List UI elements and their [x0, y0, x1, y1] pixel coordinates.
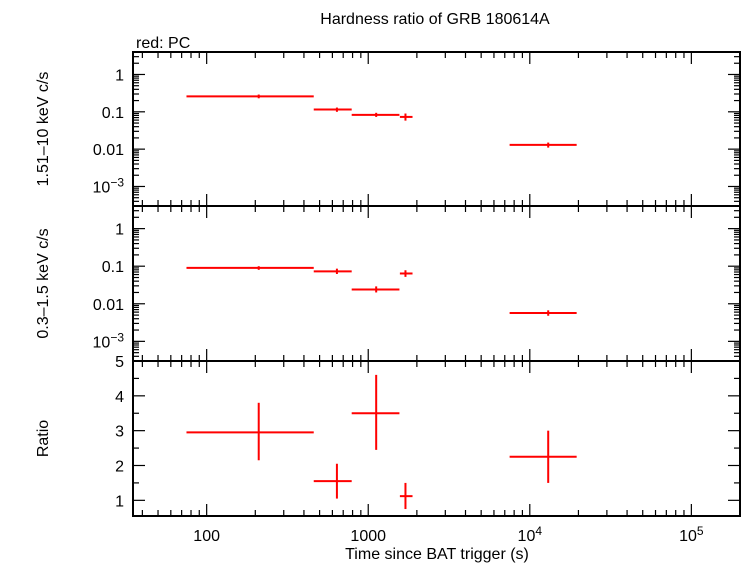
tick-label-base: 10: [518, 528, 536, 545]
chart-title: Hardness ratio of GRB 180614A: [320, 11, 550, 28]
data-point: [313, 268, 352, 275]
tick-label: 104: [518, 524, 543, 545]
y-tick-label: 0.01: [93, 297, 124, 314]
data-point: [313, 463, 352, 499]
data-point: [186, 266, 314, 270]
tick-label: 105: [679, 524, 704, 545]
data-point: [351, 286, 400, 293]
tick-label-exponent: 5: [697, 524, 704, 538]
tick-label-exponent: −3: [110, 175, 124, 189]
y-axis-label: 1.51–10 keV c/s: [35, 72, 52, 187]
data-point: [509, 142, 577, 148]
data-point: [186, 402, 314, 461]
y-tick-label: 1: [115, 493, 124, 510]
tick-label-exponent: −3: [110, 330, 124, 344]
data-point: [399, 482, 413, 510]
tick-label: 10−3: [93, 175, 125, 196]
panel-3: 1 2 3 4 5 Ratio: [35, 354, 741, 517]
tick-label-base: 10: [679, 528, 697, 545]
y-tick-label: 5: [115, 354, 124, 371]
y-axis-label: 0.3–1.5 keV c/s: [35, 228, 52, 338]
panel-1: 1 0.1 0.01 10−3 1.51–10 keV c/s: [35, 51, 741, 207]
tick-label: 10−3: [93, 330, 125, 351]
data-point: [509, 430, 577, 483]
data-point: [351, 112, 400, 117]
y-tick-label: 1: [115, 67, 124, 84]
y-tick-label: 1: [115, 222, 124, 239]
panel-frame: [132, 360, 741, 517]
tick-label-base: 10: [93, 179, 111, 196]
x-axis-label: Time since BAT trigger (s): [345, 546, 529, 563]
data-point: [313, 107, 352, 112]
tick-label-exponent: 4: [535, 524, 542, 538]
panel-frame: [132, 205, 741, 362]
y-tick-label: 2: [115, 458, 124, 475]
data-point: [186, 94, 314, 99]
y-axis-label: Ratio: [35, 420, 52, 457]
panel-2: 1 0.1 0.01 10−3 0.3–1.5 keV c/s: [35, 205, 741, 362]
y-tick-label: 4: [115, 389, 124, 406]
x-tick-label: 100: [193, 528, 220, 545]
data-point: [351, 374, 400, 450]
chart-subtitle: red: PC: [136, 35, 190, 52]
panel-frame: [132, 51, 741, 207]
y-tick-label: 3: [115, 424, 124, 441]
data-point: [399, 270, 413, 277]
y-tick-label: 0.01: [93, 142, 124, 159]
data-point: [509, 310, 577, 316]
tick-label-base: 10: [93, 334, 111, 351]
y-tick-label: 0.1: [102, 259, 124, 276]
y-tick-label: 0.1: [102, 105, 124, 122]
data-point: [399, 113, 413, 121]
x-tick-label: 1000: [350, 528, 386, 545]
